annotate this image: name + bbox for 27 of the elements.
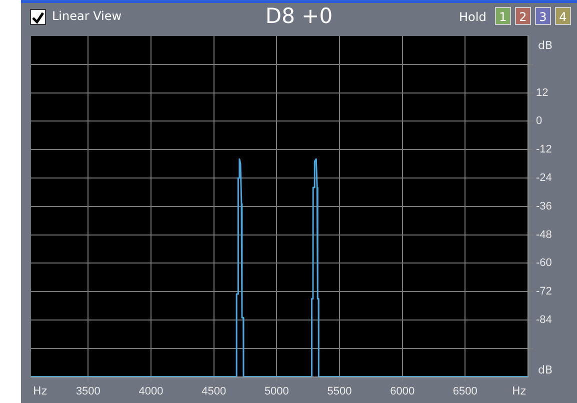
x-tick-label: 3500 <box>76 385 100 398</box>
text: Hold <box>459 10 486 24</box>
y-tick-label: -36 <box>536 200 552 212</box>
y-tick-label: -84 <box>536 314 552 326</box>
x-tick-label: 6000 <box>390 385 415 398</box>
y-tick-label: -24 <box>536 172 552 184</box>
text: 1 <box>495 7 511 25</box>
y-tick-label: -72 <box>536 286 552 298</box>
y-tick-label: -48 <box>536 228 552 241</box>
x-tick-label: 4000 <box>138 385 164 398</box>
y-axis-title: dB <box>538 38 553 52</box>
y-tick-label: 0 <box>536 115 542 128</box>
y-tick-label: 12 <box>536 86 548 99</box>
text: dB <box>538 364 553 377</box>
x-tick-label: 5000 <box>264 385 289 398</box>
text: Hz <box>512 384 526 398</box>
y-tick-label: -12 <box>536 144 552 156</box>
x-axis-title: Hz <box>33 384 48 398</box>
x-tick-label: 5500 <box>327 385 352 398</box>
text: 4 <box>555 7 571 25</box>
chart-title: D8 +0 <box>265 4 333 28</box>
text: 3 <box>535 7 551 25</box>
x-tick-label: 6500 <box>452 385 478 398</box>
y-tick-label: -60 <box>536 257 552 270</box>
x-tick-label: 4500 <box>202 385 226 398</box>
text: 2 <box>515 7 531 25</box>
text: Linear View <box>52 9 122 23</box>
